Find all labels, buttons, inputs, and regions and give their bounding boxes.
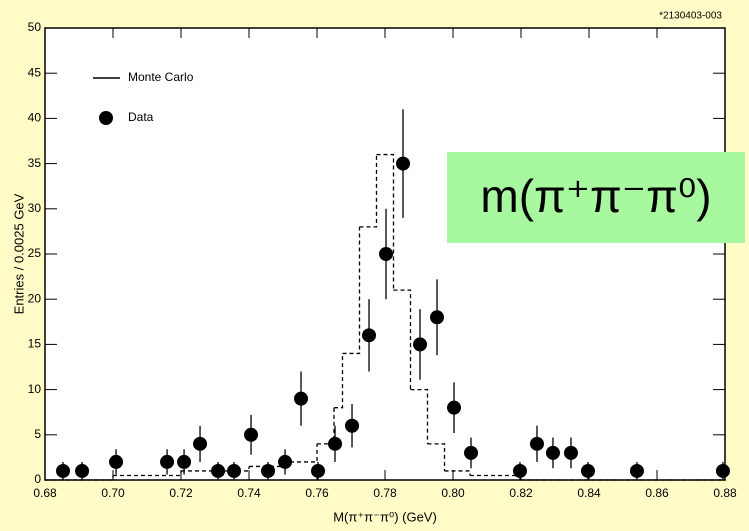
- x-tick-label: 0.76: [305, 486, 329, 500]
- y-axis-label: Entries / 0.0025 GeV: [11, 193, 26, 314]
- data-point: [311, 463, 326, 478]
- x-tick-label: 0.86: [645, 486, 669, 500]
- mc-step: [444, 470, 471, 476]
- y-tick-label: 40: [28, 111, 42, 125]
- y-tick-label: 35: [28, 156, 42, 170]
- y-tick-label: 50: [28, 20, 42, 34]
- y-tick-label: 30: [28, 201, 42, 215]
- data-point: [430, 310, 445, 325]
- annotation: m(π⁺π⁻π⁰): [480, 170, 711, 222]
- x-tick-label: 0.80: [441, 486, 465, 500]
- data-point: [56, 463, 71, 478]
- data-point: [715, 463, 730, 478]
- x-tick-label: 0.78: [373, 486, 397, 500]
- data-point: [563, 445, 578, 460]
- mc-step: [410, 388, 429, 444]
- x-tick-label: 0.84: [577, 486, 601, 500]
- data-point: [545, 445, 560, 460]
- x-tick-label: 0.72: [169, 486, 193, 500]
- data-point: [447, 400, 462, 415]
- y-tick-label: 0: [34, 472, 41, 486]
- data-point: [413, 337, 428, 352]
- x-tick-label: 0.68: [33, 486, 57, 500]
- data-point: [227, 463, 242, 478]
- y-tick-label: 25: [28, 246, 42, 260]
- y-tick-label: 10: [28, 382, 42, 396]
- data-point: [160, 454, 175, 469]
- data-point: [345, 418, 360, 433]
- x-axis-label: M(π⁺π⁻π⁰) (GeV): [333, 509, 437, 524]
- data-point: [193, 436, 208, 451]
- data-point: [362, 328, 377, 343]
- data-point: [109, 454, 124, 469]
- data-point: [261, 463, 276, 478]
- x-tick-label: 0.74: [237, 486, 261, 500]
- y-tick-label: 5: [34, 427, 41, 441]
- data-point: [629, 463, 644, 478]
- data-point: [328, 436, 343, 451]
- y-tick-label: 15: [28, 337, 42, 351]
- y-tick-label: 45: [28, 65, 42, 79]
- mc-step: [45, 475, 114, 481]
- data-point: [529, 436, 544, 451]
- data-point: [244, 427, 259, 442]
- data-point: [75, 463, 90, 478]
- mc-step: [359, 154, 378, 228]
- x-tick-label: 0.70: [101, 486, 125, 500]
- data-point: [580, 463, 595, 478]
- mc-step: [181, 466, 250, 472]
- y-tick-label: 20: [28, 291, 42, 305]
- mc-step: [342, 226, 361, 355]
- data-point: [464, 445, 479, 460]
- legend-label: Monte Carlo: [128, 70, 194, 84]
- mc-step: [113, 470, 182, 477]
- data-point: [379, 247, 394, 261]
- annotation-box: [447, 152, 745, 243]
- legend-label: Data: [128, 110, 154, 124]
- mc-step: [376, 153, 395, 291]
- data-point: [278, 454, 293, 469]
- data-point: [512, 463, 527, 478]
- corner-label: *2130403-003: [659, 11, 722, 22]
- mc-step: [393, 289, 412, 390]
- data-point: [396, 156, 411, 171]
- data-point: [211, 463, 226, 478]
- data-point: [177, 454, 192, 469]
- x-tick-label: 0.82: [509, 486, 533, 500]
- legend-swatch: [99, 111, 113, 125]
- x-tick-label: 0.88: [713, 486, 737, 500]
- mc-step: [427, 443, 446, 471]
- mc-step: [334, 353, 344, 409]
- data-point: [294, 391, 309, 406]
